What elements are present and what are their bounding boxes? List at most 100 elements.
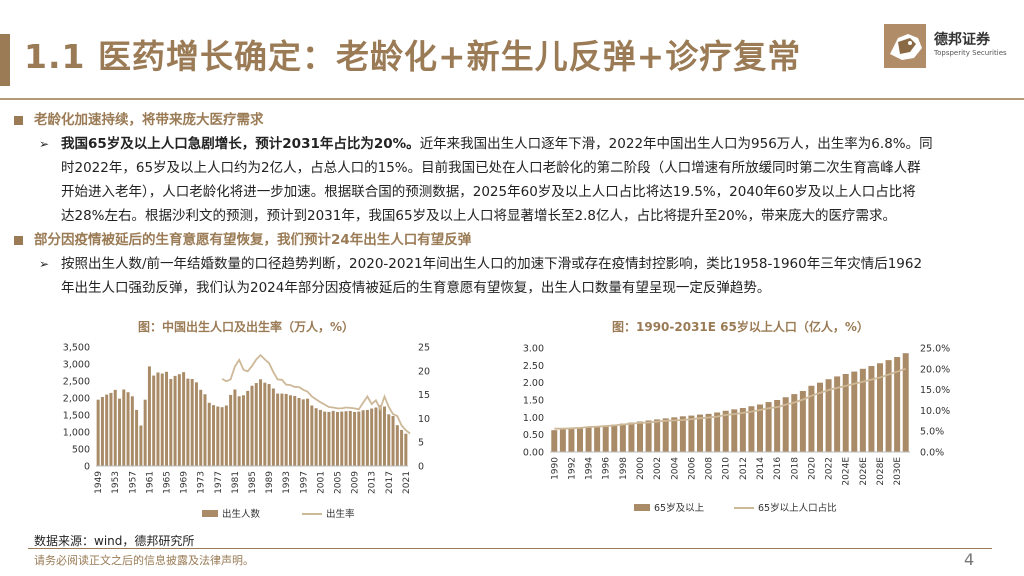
data-bar — [722, 410, 729, 452]
data-bar — [731, 409, 738, 452]
y-left-tick-label: 2.00 — [523, 378, 544, 389]
x-tick-label: 2005 — [334, 471, 344, 494]
y-right-tick-label: 5 — [418, 438, 424, 449]
data-bar — [297, 398, 301, 466]
legend-bar-swatch — [634, 504, 650, 511]
data-bar — [224, 405, 228, 466]
data-bar — [645, 420, 652, 452]
data-bar — [276, 393, 280, 466]
x-tick-label: 2012 — [739, 457, 749, 480]
y-left-tick-label: 3.00 — [523, 344, 544, 355]
data-bar — [203, 394, 207, 466]
y-left-tick-label: 500 — [72, 445, 90, 456]
data-bar — [757, 404, 763, 452]
data-bar — [122, 389, 126, 466]
y-right-tick-label: 10.0% — [920, 406, 950, 417]
y-left-tick-label: 1.50 — [523, 396, 544, 407]
x-tick-label: 1973 — [197, 471, 207, 494]
x-tick-label: 2030E — [893, 457, 903, 486]
data-bar — [619, 423, 626, 452]
data-bar — [551, 430, 558, 452]
y-right-tick-label: 5.0% — [920, 427, 944, 438]
x-tick-label: 2024E — [842, 457, 852, 486]
data-bar — [293, 395, 297, 466]
body-text: 老龄化加速持续，将带来庞大医疗需求 ➢ 我国65岁及以上人口急剧增长，预计203… — [12, 108, 1012, 300]
page-number: 4 — [964, 550, 975, 569]
data-bar — [378, 405, 382, 466]
data-bar — [173, 375, 177, 466]
data-bar — [577, 428, 583, 452]
y-left-tick-label: 0.50 — [523, 430, 544, 441]
paragraph-line: 我国65岁及以上人口急剧增长，预计2031年占比为20%。近年来我国出生人口逐年… — [61, 132, 1012, 156]
data-bar — [301, 399, 305, 466]
x-tick-label: 2001 — [316, 471, 326, 494]
data-bar — [361, 410, 365, 466]
legend-label: 65岁以上人口占比 — [758, 502, 837, 514]
data-bar — [585, 427, 592, 452]
data-bar — [611, 424, 618, 452]
y-right-tick-label: 10 — [418, 414, 430, 425]
data-bar — [654, 419, 661, 452]
data-bar — [628, 422, 635, 452]
y-left-tick-label: 2,000 — [63, 394, 90, 405]
y-right-tick-label: 0 — [418, 462, 424, 473]
data-bar — [199, 389, 203, 466]
logo-text-cn: 德邦证券 — [934, 32, 990, 48]
data-bar — [182, 372, 186, 466]
leopard-logo-icon — [884, 24, 926, 68]
data-bar — [96, 399, 100, 466]
data-bar — [404, 433, 408, 466]
x-tick-label: 1989 — [265, 471, 275, 494]
data-bar — [109, 392, 113, 466]
x-tick-label: 1957 — [128, 471, 138, 494]
x-tick-label: 1992 — [567, 457, 577, 480]
data-bar — [714, 412, 721, 452]
x-tick-label: 2008 — [705, 457, 715, 480]
data-bar — [263, 382, 267, 466]
data-bar — [370, 408, 374, 466]
y-right-tick-label: 25.0% — [920, 344, 950, 355]
x-tick-label: 2004 — [670, 457, 680, 480]
data-bar — [267, 384, 271, 466]
data-bar — [594, 426, 601, 452]
data-bar — [246, 390, 250, 466]
data-bar — [216, 406, 220, 466]
square-bullet-icon — [14, 236, 23, 245]
data-bar — [834, 376, 841, 452]
data-bar — [323, 411, 327, 466]
x-tick-label: 1949 — [94, 471, 104, 494]
chart-title-births: 图：中国出生人口及出生率（万人，%） — [138, 320, 355, 334]
data-bar — [705, 413, 712, 452]
x-tick-label: 2014 — [756, 457, 766, 480]
data-bar — [220, 407, 224, 466]
title-divider — [0, 98, 1024, 100]
data-bar — [365, 409, 369, 466]
legend-label: 65岁及以上 — [654, 502, 705, 514]
y-left-tick-label: 0 — [84, 462, 90, 473]
data-bar — [382, 406, 386, 466]
data-bar — [288, 395, 292, 466]
data-bar — [100, 396, 104, 466]
data-bar — [331, 410, 335, 466]
legend-label: 出生率 — [326, 508, 355, 520]
data-line — [221, 353, 411, 435]
data-bar — [877, 363, 883, 452]
data-bar — [739, 407, 746, 452]
data-bar — [894, 357, 901, 452]
data-bar — [169, 378, 173, 466]
y-left-tick-label: 1,000 — [63, 428, 90, 439]
x-tick-label: 1961 — [145, 471, 155, 494]
data-bar — [143, 399, 147, 466]
data-bar — [126, 392, 130, 466]
paragraph-line: 时2022年，65岁及以上人口约为2亿人，占总人口的15%。目前我国已处在人口老… — [61, 160, 921, 176]
data-bar — [387, 414, 391, 466]
data-bar — [637, 421, 643, 452]
y-left-tick-label: 2.50 — [523, 361, 544, 372]
title-accent-bar — [0, 34, 10, 86]
data-bar — [335, 411, 339, 466]
data-bar — [357, 411, 361, 466]
x-tick-label: 2006 — [687, 457, 697, 480]
data-bar — [194, 382, 198, 466]
heading-text: 部分因疫情被延后的生育意愿有望恢复，我们预计24年出生人口有望反弹 — [34, 232, 472, 248]
y-right-tick-label: 15.0% — [920, 385, 950, 396]
